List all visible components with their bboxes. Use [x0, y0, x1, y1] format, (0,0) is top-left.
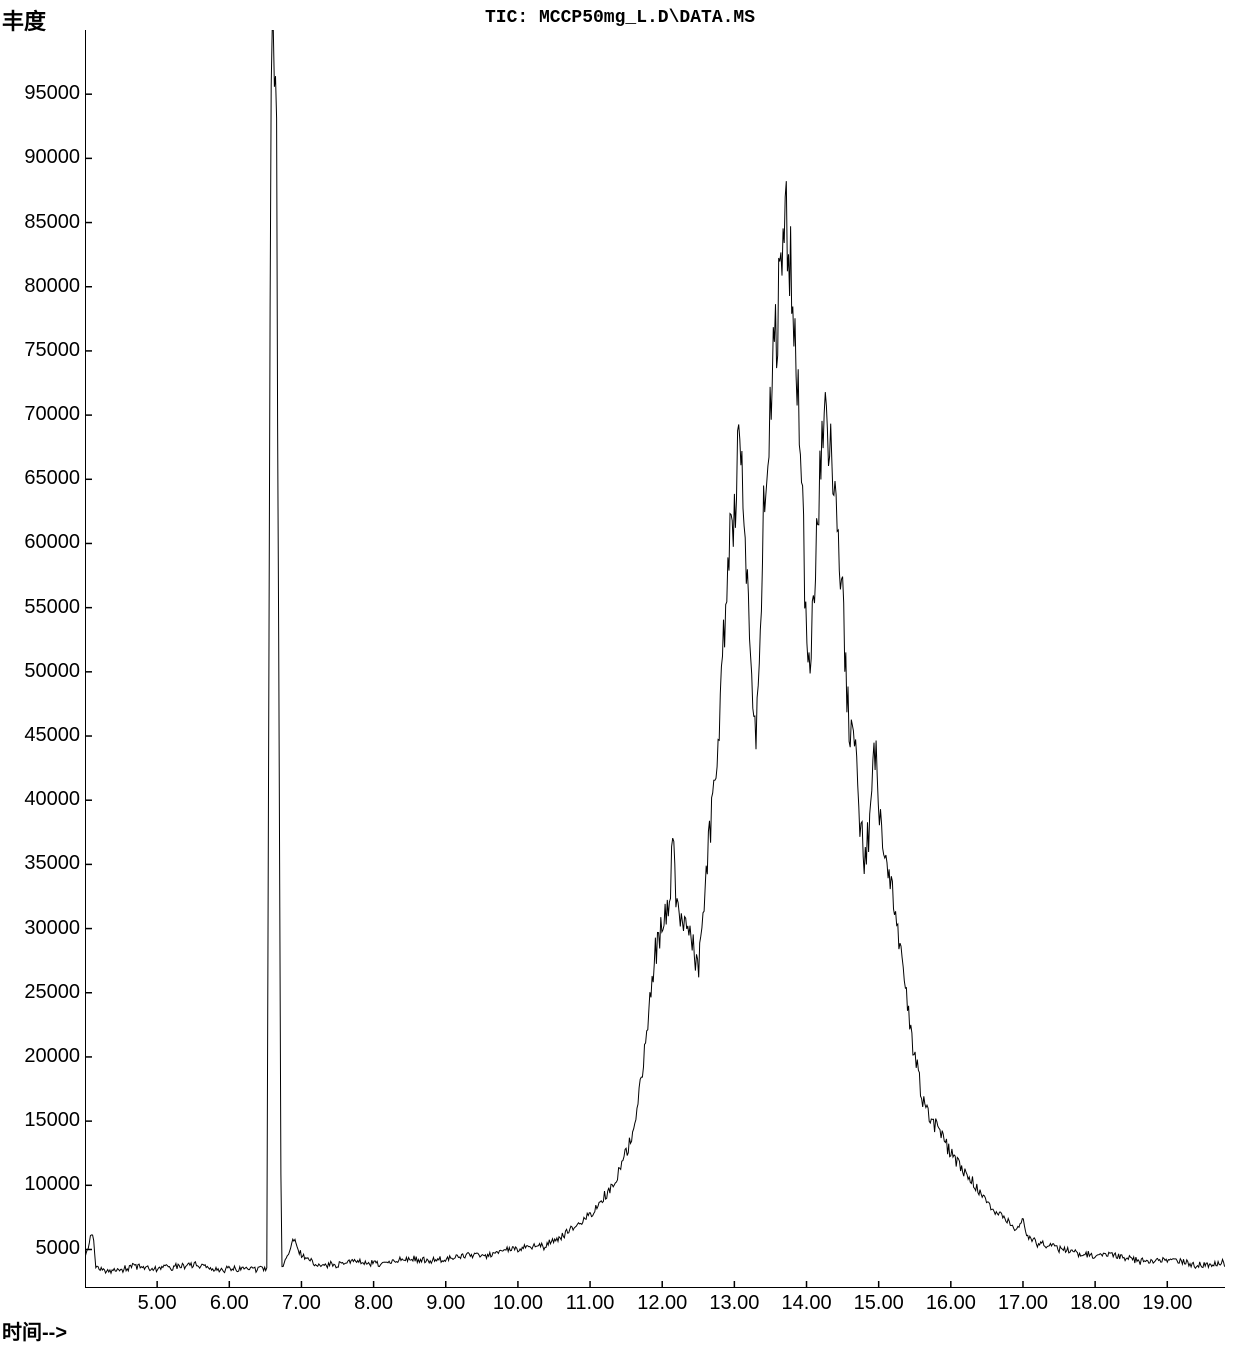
x-tick-label: 19.00	[1142, 1292, 1192, 1315]
x-tick-label: 17.00	[998, 1292, 1048, 1315]
y-axis-title: 丰度	[2, 4, 46, 36]
x-tick-label: 8.00	[349, 1292, 399, 1315]
y-tick-label: 30000	[20, 917, 80, 940]
y-tick-label: 50000	[20, 660, 80, 683]
y-tick-label: 90000	[20, 146, 80, 169]
y-tick-label: 65000	[20, 467, 80, 490]
x-tick-label: 5.00	[132, 1292, 182, 1315]
x-axis-title: 时间-->	[2, 1316, 67, 1345]
y-tick-label: 40000	[20, 788, 80, 811]
y-tick-label: 70000	[20, 403, 80, 426]
x-tick-label: 9.00	[421, 1292, 471, 1315]
y-tick-label: 15000	[20, 1109, 80, 1132]
x-tick-label: 10.00	[493, 1292, 543, 1315]
chart-svg	[85, 30, 1225, 1288]
y-tick-label: 5000	[20, 1237, 80, 1260]
x-tick-label: 12.00	[637, 1292, 687, 1315]
plot-area	[85, 30, 1225, 1288]
y-tick-label: 95000	[20, 82, 80, 105]
page: 丰度 TIC: MCCP50mg_L.D\DATA.MS 5000 10000 15…	[0, 0, 1240, 1354]
chart-title: TIC: MCCP50mg_L.D\DATA.MS	[485, 8, 755, 28]
y-tick-label: 10000	[20, 1173, 80, 1196]
x-tick-label: 15.00	[854, 1292, 904, 1315]
x-tick-label: 14.00	[782, 1292, 832, 1315]
y-tick-label: 55000	[20, 596, 80, 619]
y-tick-label: 75000	[20, 339, 80, 362]
y-tick-label: 45000	[20, 724, 80, 747]
x-tick-label: 13.00	[709, 1292, 759, 1315]
y-tick-label: 35000	[20, 852, 80, 875]
chromatogram-trace	[85, 30, 1225, 1273]
x-tick-label: 16.00	[926, 1292, 976, 1315]
x-tick-label: 11.00	[565, 1292, 615, 1315]
y-tick-label: 20000	[20, 1045, 80, 1068]
y-tick-label: 85000	[20, 211, 80, 234]
y-tick-label: 25000	[20, 981, 80, 1004]
x-tick-label: 18.00	[1070, 1292, 1120, 1315]
y-tick-label: 60000	[20, 531, 80, 554]
x-tick-label: 7.00	[276, 1292, 326, 1315]
y-tick-label: 80000	[20, 275, 80, 298]
x-tick-label: 6.00	[204, 1292, 254, 1315]
